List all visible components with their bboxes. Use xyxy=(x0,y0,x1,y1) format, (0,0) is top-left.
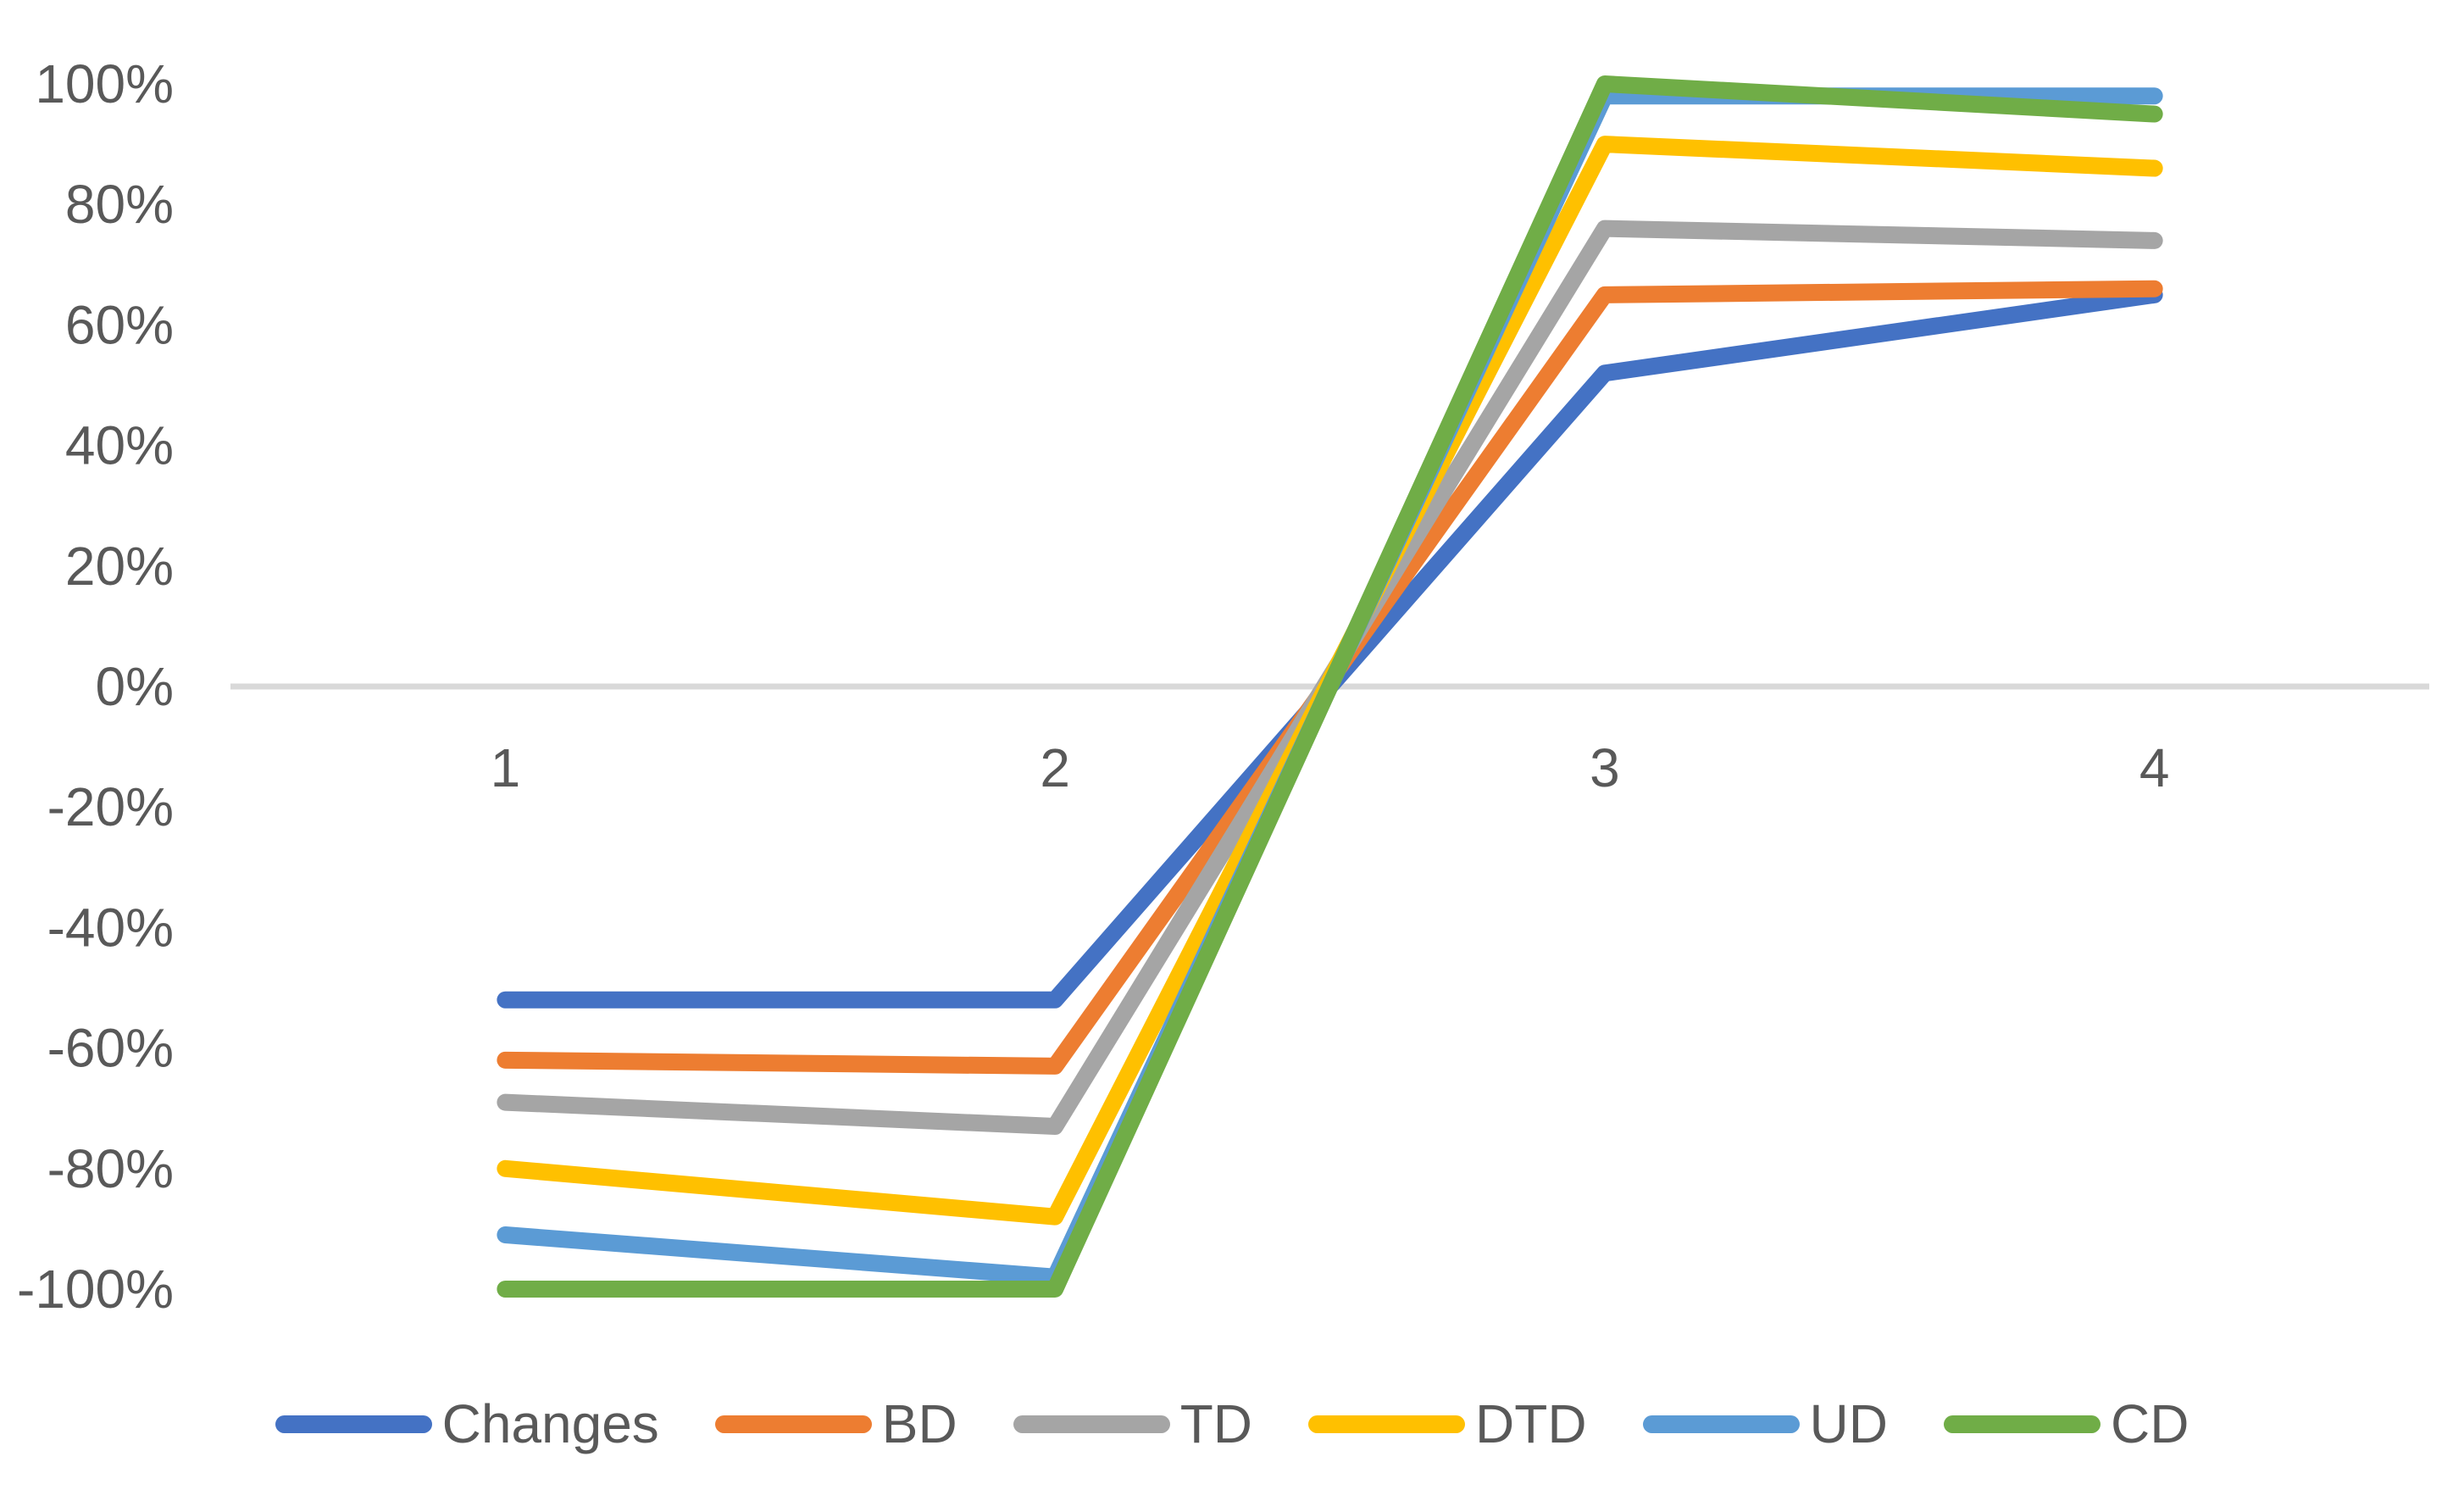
series-line-cd xyxy=(497,75,2163,1298)
y-axis-tick-label: 100% xyxy=(35,53,174,114)
legend-label: UD xyxy=(1809,1393,1888,1454)
legend-swatch-changes xyxy=(275,1415,432,1433)
y-axis-tick-label: 80% xyxy=(65,174,174,235)
legend-swatch-ud xyxy=(1642,1415,1800,1433)
series-line-changes xyxy=(497,286,2163,1009)
y-axis-tick-label: 20% xyxy=(65,536,174,597)
legend-item-dtd: DTD xyxy=(1308,1397,1587,1451)
x-axis-tick-label: 3 xyxy=(1590,737,1620,798)
x-axis-tick-label: 4 xyxy=(2139,737,2170,798)
x-axis-tick-label: 2 xyxy=(1040,737,1070,798)
legend-item-ud: UD xyxy=(1642,1393,1888,1454)
y-axis-tick-label: -60% xyxy=(47,1018,174,1079)
legend-item-cd: CD xyxy=(1943,1393,2189,1454)
chart-legend: Changes BD TD DTD UD CD xyxy=(0,1397,2464,1451)
y-axis-tick-label: 40% xyxy=(65,415,174,476)
legend-swatch-dtd xyxy=(1308,1415,1465,1433)
legend-swatch-td xyxy=(1013,1415,1170,1433)
legend-label: CD xyxy=(2110,1393,2189,1454)
y-axis-tick-label: -40% xyxy=(47,897,174,958)
legend-label: DTD xyxy=(1475,1393,1587,1454)
y-axis-tick-label: 60% xyxy=(65,294,174,355)
legend-item-changes: Changes xyxy=(275,1397,659,1451)
x-axis-tick-label: 1 xyxy=(491,737,521,798)
legend-item-td: TD xyxy=(1013,1397,1252,1451)
y-axis-tick-label: -100% xyxy=(17,1259,174,1320)
y-axis-tick-label: -80% xyxy=(47,1138,174,1199)
legend-swatch-bd xyxy=(714,1415,872,1433)
y-axis-tick-label: 0% xyxy=(96,656,175,717)
legend-label: TD xyxy=(1179,1393,1252,1454)
legend-label: Changes xyxy=(441,1393,659,1454)
legend-item-bd: BD xyxy=(714,1393,957,1454)
legend-swatch-cd xyxy=(1943,1415,2101,1433)
legend-label: BD xyxy=(881,1393,957,1454)
y-axis-tick-label: -20% xyxy=(47,776,174,837)
